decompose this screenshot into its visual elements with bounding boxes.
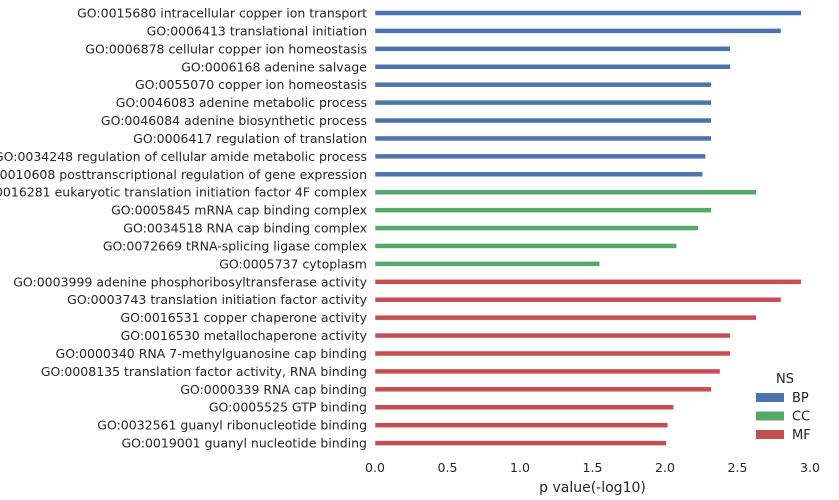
y-tick-label: GO:0008135 translation factor activity, … bbox=[41, 364, 367, 379]
bar-mf bbox=[374, 350, 731, 357]
x-tick-label: 1.0 bbox=[510, 460, 530, 475]
bar-mf bbox=[374, 332, 731, 339]
bar-mf bbox=[374, 386, 712, 393]
legend-swatch-cc bbox=[756, 411, 784, 421]
legend-entries: BP CC MF bbox=[756, 391, 811, 443]
y-tick-label: GO:0005845 mRNA cap binding complex bbox=[111, 203, 367, 218]
bar-cc bbox=[374, 189, 757, 195]
legend-label-cc: CC bbox=[792, 410, 810, 425]
y-tick-label: GO:0006878 cellular copper ion homeostas… bbox=[85, 41, 367, 56]
bar-cc bbox=[374, 261, 600, 267]
bar-mf bbox=[374, 422, 669, 428]
bar-bp bbox=[374, 28, 782, 34]
x-tick-label: 0.5 bbox=[438, 460, 458, 475]
legend-swatch-mf bbox=[756, 430, 784, 439]
y-tick-labels: GO:0015680 intracellular copper ion tran… bbox=[0, 6, 368, 451]
bar-bp bbox=[374, 64, 731, 70]
bar-bp bbox=[374, 10, 802, 16]
bar-cc bbox=[374, 207, 712, 213]
x-tick-label: 2.5 bbox=[728, 460, 748, 475]
y-tick-label: GO:0006417 regulation of translation bbox=[133, 131, 367, 146]
y-tick-label: GO:0055070 copper ion homeostasis bbox=[135, 77, 367, 92]
legend-label-mf: MF bbox=[792, 428, 811, 443]
y-tick-label: GO:0046083 adenine metabolic process bbox=[116, 95, 367, 110]
y-tick-label: GO:0046084 adenine biosynthetic process bbox=[101, 113, 367, 128]
bar-bp bbox=[374, 135, 712, 142]
bar-mf bbox=[374, 404, 674, 410]
x-tick-label: 3.0 bbox=[800, 460, 820, 475]
y-tick-label: GO:0006168 adenine salvage bbox=[181, 59, 367, 74]
y-tick-label: GO:0016530 metallochaperone activity bbox=[121, 328, 368, 343]
legend-label-bp: BP bbox=[792, 391, 809, 406]
legend: NS BP CC MF bbox=[756, 372, 811, 443]
bar-mf bbox=[374, 368, 721, 375]
y-tick-label: GO:0005525 GTP binding bbox=[209, 400, 367, 415]
bar-cc bbox=[374, 225, 699, 231]
bar-mf bbox=[374, 314, 757, 321]
bars-layer bbox=[374, 10, 802, 446]
legend-swatch-bp bbox=[756, 393, 784, 402]
bar-bp bbox=[374, 171, 703, 178]
y-tick-label: GO:0032561 guanyl ribonucleotide binding bbox=[97, 418, 367, 433]
bar-bp bbox=[374, 99, 712, 106]
y-tick-label: GO:0010608 posttranscriptional regulatio… bbox=[0, 167, 367, 182]
bar-mf bbox=[374, 440, 667, 446]
bar-bp bbox=[374, 153, 706, 160]
bar-cc bbox=[374, 243, 677, 249]
x-tick-label: 2.0 bbox=[655, 460, 675, 475]
y-tick-label: GO:0034248 regulation of cellular amide … bbox=[0, 149, 367, 164]
bar-bp bbox=[374, 117, 712, 124]
y-tick-label: GO:0005737 cytoplasm bbox=[219, 256, 367, 271]
y-tick-label: GO:0015680 intracellular copper ion tran… bbox=[77, 6, 367, 21]
y-tick-label: GO:0019001 guanyl nucleotide binding bbox=[121, 436, 367, 451]
x-tick-labels: 0.0 0.5 1.0 1.5 2.0 2.5 3.0 bbox=[365, 460, 820, 475]
y-tick-label: GO:0016281 eukaryotic translation initia… bbox=[0, 185, 367, 200]
x-axis-label: p value(-log10) bbox=[539, 480, 646, 496]
y-tick-label: GO:0003999 adenine phosphoribosyltransfe… bbox=[13, 274, 367, 289]
legend-title: NS bbox=[776, 372, 794, 387]
y-tick-label: GO:0006413 translational initiation bbox=[147, 23, 367, 38]
y-tick-label: GO:0000339 RNA cap binding bbox=[180, 382, 367, 397]
y-tick-label: GO:0016531 copper chaperone activity bbox=[120, 310, 367, 325]
x-tick-label: 0.0 bbox=[365, 460, 385, 475]
bar-bp bbox=[374, 46, 731, 52]
y-tick-label: GO:0000340 RNA 7-methylguanosine cap bin… bbox=[56, 346, 367, 361]
bar-bp bbox=[374, 81, 712, 88]
y-tick-label: GO:0003743 translation initiation factor… bbox=[67, 292, 367, 307]
bar-mf bbox=[374, 279, 802, 285]
y-tick-label: GO:0034518 RNA cap binding complex bbox=[123, 221, 367, 236]
bar-mf bbox=[374, 296, 782, 303]
y-tick-label: GO:0072669 tRNA-splicing ligase complex bbox=[103, 238, 367, 253]
x-tick-label: 1.5 bbox=[583, 460, 603, 475]
